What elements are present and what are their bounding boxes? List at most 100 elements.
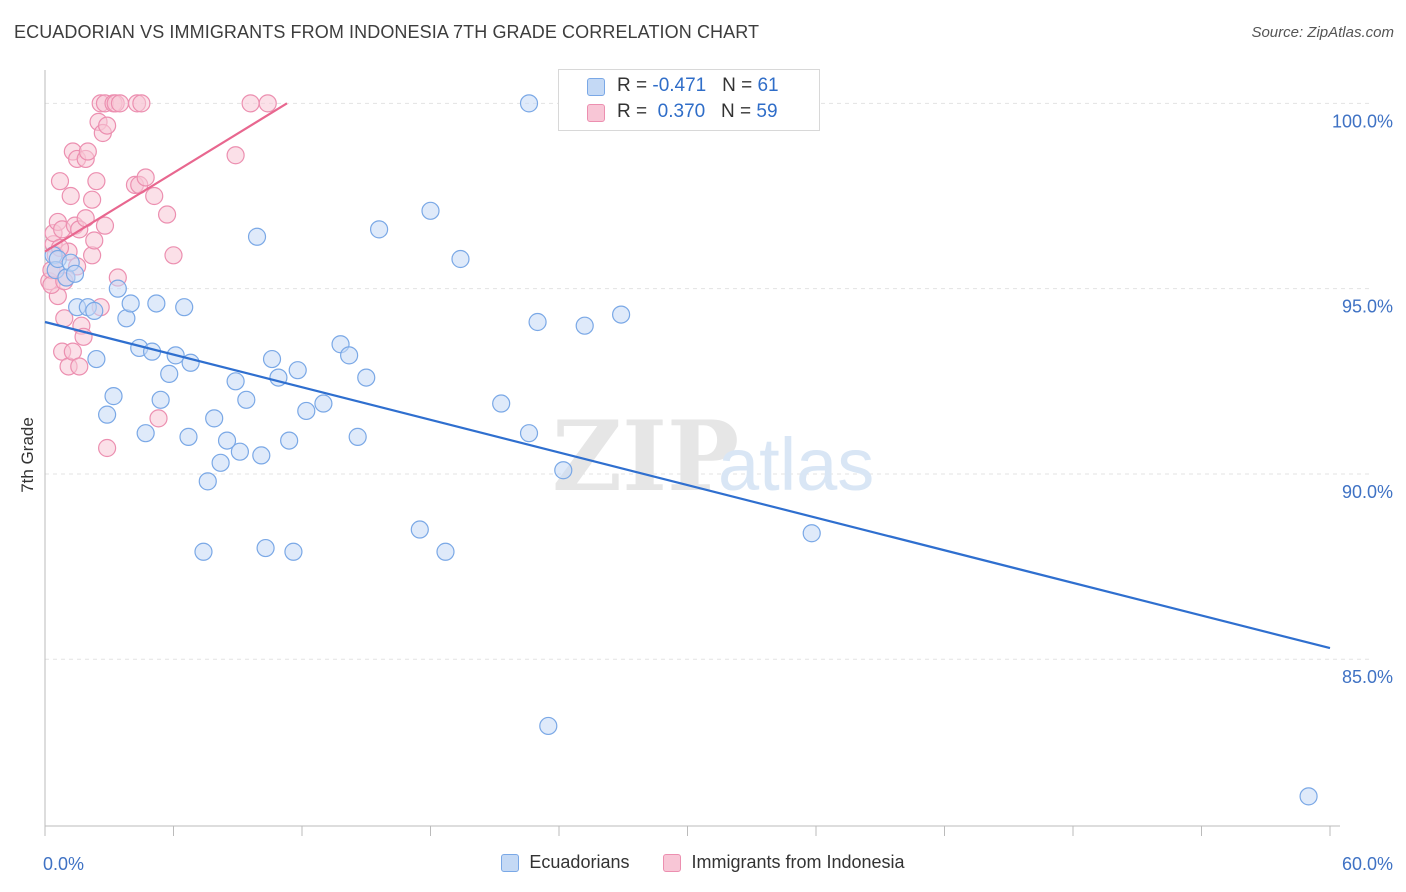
ecuadorian-point [108, 279, 127, 298]
ecuadorian-point [217, 431, 237, 450]
n-value: 59 [756, 101, 778, 122]
r-value: -0.471 [652, 75, 707, 96]
trend-lines [44, 102, 1331, 650]
stats-row-pink: R = 0.370 N = 59 [617, 101, 778, 123]
indonesia-point [70, 357, 89, 376]
indonesia-point [164, 246, 183, 265]
ecuadorian-point [519, 424, 539, 443]
source-label: Source: ZipAtlas.com [1251, 24, 1394, 41]
ecuadorian-point [348, 427, 367, 446]
indonesia-point [98, 438, 117, 458]
x-tick-label: 0.0% [43, 854, 84, 874]
indonesia-point [95, 216, 115, 235]
indonesia-trend-line [44, 102, 288, 253]
indonesia-point [226, 146, 245, 165]
ecuadorian-point [85, 301, 104, 320]
y-axis-label: 7th Grade [18, 417, 37, 493]
ecuadorian-point [436, 542, 455, 561]
ecuadorian-point [87, 349, 106, 369]
indonesia-point [61, 186, 80, 206]
ecuadorian-point [247, 227, 267, 246]
ecuadorian-point [284, 542, 303, 561]
x-tick-label: 60.0% [1342, 854, 1393, 874]
indonesia-point [87, 172, 106, 191]
ecuadorian-point [519, 94, 539, 113]
ecuadorian-point [314, 394, 333, 413]
indonesia-point [258, 94, 277, 113]
y-tick-label: 85.0% [1342, 667, 1393, 687]
legend: Ecuadorians Immigrants from Indonesia [0, 852, 1406, 873]
stats-pink-swatch [587, 104, 605, 122]
legend-swatch-blue [501, 853, 520, 872]
ecuadorian-point [237, 390, 256, 409]
ecuadorian-point [226, 372, 245, 391]
ecuadorian-point [421, 201, 440, 220]
legend-label: Ecuadorians [529, 852, 630, 872]
indonesia-point [149, 409, 168, 428]
legend-item-indonesia: Immigrants from Indonesia [663, 852, 905, 873]
indonesia-point [78, 142, 97, 161]
ecuadorian-point [136, 424, 155, 443]
ecuadorian-point [539, 716, 558, 736]
x-tick-labels: 0.0% 60.0% [43, 854, 1393, 874]
indonesia-point [110, 94, 130, 113]
stats-blue-swatch [587, 78, 605, 96]
ecuadorian-point [575, 316, 594, 335]
ecuadorian-point [280, 431, 299, 450]
axes [44, 70, 1340, 836]
watermark-atlas: atlas [718, 423, 874, 506]
ecuadorian-point [1299, 787, 1318, 806]
watermark-zip: ZIP [552, 400, 739, 513]
ecuadorian-point [357, 368, 376, 387]
n-label: N = [722, 75, 758, 96]
ecuadorian-point [262, 349, 282, 369]
indonesia-point [50, 172, 70, 191]
y-tick-labels: 100.0% 95.0% 90.0% 85.0% [1332, 111, 1393, 687]
legend-item-ecuadorians: Ecuadorians [501, 852, 629, 873]
ecuadorian-point [370, 220, 389, 239]
ecuadorian-point [65, 264, 85, 283]
r-label: R = [617, 101, 653, 122]
ecuadorian-point [194, 542, 213, 561]
ecuadorian-point [230, 442, 249, 461]
ecuadorian-point [98, 405, 117, 424]
indonesia-point [85, 231, 104, 250]
legend-swatch-pink [663, 853, 682, 872]
y-tick-label: 90.0% [1342, 482, 1393, 502]
indonesia-point [145, 186, 164, 206]
ecuadorian-point [160, 364, 179, 383]
indonesia-point [83, 246, 102, 265]
indonesia-point [241, 94, 260, 113]
ecuadorian-point [104, 387, 123, 406]
series-ecuadorians-points [44, 94, 1318, 806]
ecuadorian-point [205, 409, 224, 428]
ecuadorian-trend-line [44, 320, 1331, 650]
ecuadorian-point [410, 520, 429, 539]
ecuadorian-point [492, 394, 511, 413]
n-value: 61 [757, 75, 779, 96]
indonesia-point [132, 94, 151, 113]
ecuadorian-point [179, 427, 198, 446]
ecuadorian-point [297, 401, 316, 421]
ecuadorian-point [147, 294, 166, 313]
ecuadorian-point [211, 453, 230, 472]
y-tick-label: 100.0% [1332, 111, 1393, 131]
ecuadorian-point [451, 249, 470, 269]
grid-lines [45, 102, 1370, 660]
indonesia-point [98, 116, 117, 135]
stats-box: R = -0.471 N = 61 R = 0.370 N = 59 [558, 69, 820, 131]
ecuadorian-point [151, 390, 170, 409]
ecuadorian-point [802, 524, 821, 543]
n-label: N = [721, 101, 757, 122]
ecuadorian-point [121, 294, 140, 313]
indonesia-point [83, 190, 102, 209]
ecuadorian-point [198, 472, 217, 491]
r-label: R = [617, 75, 653, 96]
indonesia-point [157, 205, 177, 224]
y-tick-label: 95.0% [1342, 297, 1393, 317]
ecuadorian-point [612, 305, 631, 324]
ecuadorian-point [340, 346, 359, 365]
ecuadorian-point [528, 312, 547, 332]
